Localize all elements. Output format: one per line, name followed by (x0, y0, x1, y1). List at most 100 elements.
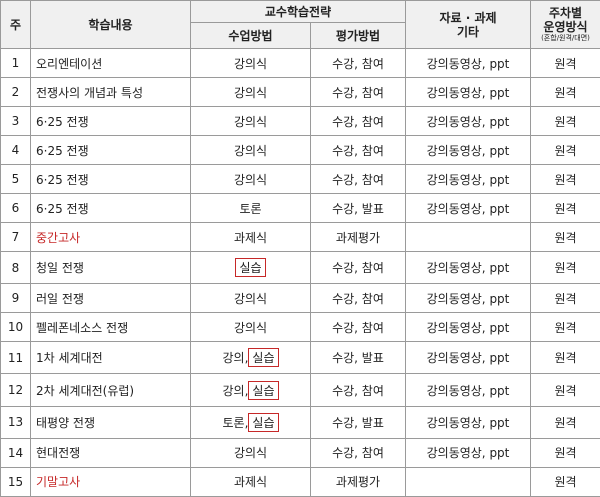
method-cell: 과제식 (190, 222, 311, 252)
materials-cell: 강의동영상, ppt (405, 250, 531, 285)
materials-text: 강의동영상, ppt (426, 383, 510, 398)
materials-cell: 강의동영상, ppt (405, 135, 531, 165)
evaluation-cell: 수강, 발표 (310, 193, 406, 223)
mode-cell: 원격 (530, 466, 600, 497)
method-cell: 강의식 (190, 77, 311, 107)
materials-text: 강의동영상, ppt (426, 143, 510, 158)
table-row: 12 2차 세계대전(유럽) 강의, 실습 수강, 참여 강의동영상, ppt 원격 (0, 373, 600, 407)
evaluation-cell: 수강, 참여 (310, 77, 406, 107)
header-row: 주 학습내용 교수학습전략 자료 · 과제 기타 주차별 운영방식 (혼합/원격/대면… (0, 0, 600, 49)
method-cell: 토론, 실습 (190, 405, 311, 439)
evaluation-cell: 수강, 참여 (310, 250, 406, 285)
materials-text: 강의동영상, ppt (426, 320, 510, 335)
materials-text: 강의동영상, ppt (426, 56, 510, 71)
evaluation-cell: 수강, 참여 (310, 164, 406, 194)
header-cell: 주 (0, 0, 31, 49)
week-cell: 8 (0, 250, 31, 285)
materials-cell: 강의동영상, ppt (405, 106, 531, 136)
materials-text: 강의동영상, ppt (426, 415, 510, 430)
week-cell: 3 (0, 106, 31, 136)
header-text: 자료 · 과제 (439, 10, 497, 25)
header-cell: 학습내용 (30, 0, 191, 49)
mode-cell: 원격 (530, 48, 600, 78)
week-cell: 7 (0, 222, 31, 252)
evaluation-cell: 과제평가 (310, 466, 406, 497)
content-cell: 중간고사 (30, 222, 191, 252)
evaluation-cell: 수강, 참여 (310, 48, 406, 78)
method-text: 토론 (239, 201, 262, 216)
content-cell: 6·25 전쟁 (30, 135, 191, 165)
mode-cell: 원격 (530, 164, 600, 194)
method-text: 강의, (222, 351, 249, 366)
materials-cell: 강의동영상, ppt (405, 341, 531, 375)
method-cell: 강의식 (190, 164, 311, 194)
materials-cell: 강의동영상, ppt (405, 437, 531, 468)
mode-cell: 원격 (530, 373, 600, 407)
table-row: 5 6·25 전쟁 강의식 수강, 참여 강의동영상, ppt 원격 (0, 164, 600, 194)
content-cell: 6·25 전쟁 (30, 193, 191, 223)
header-cell: 수업방법 (190, 22, 311, 49)
week-cell: 6 (0, 193, 31, 223)
method-cell: 강의식 (190, 312, 311, 343)
boxed-method: 실습 (248, 348, 279, 368)
table-row: 13 태평양 전쟁 토론, 실습 수강, 발표 강의동영상, ppt 원격 (0, 405, 600, 439)
method-text: 과제식 (233, 475, 268, 490)
mode-cell: 원격 (530, 222, 600, 252)
materials-cell (405, 466, 531, 497)
table-row: 8 청일 전쟁 실습 수강, 참여 강의동영상, ppt 원격 (0, 250, 600, 285)
materials-text: 강의동영상, ppt (426, 291, 510, 306)
table-row: 3 6·25 전쟁 강의식 수강, 참여 강의동영상, ppt 원격 (0, 106, 600, 136)
header-cell: 주차별 운영방식 (혼합/원격/대면) (530, 0, 600, 49)
week-cell: 1 (0, 48, 31, 78)
header-text: 주차별 (548, 6, 583, 20)
method-cell: 실습 (190, 250, 311, 285)
content-cell: 러일 전쟁 (30, 283, 191, 314)
materials-text: 강의동영상, ppt (426, 172, 510, 187)
materials-cell: 강의동영상, ppt (405, 48, 531, 78)
materials-text: 강의동영상, ppt (426, 351, 510, 366)
materials-text: 강의동영상, ppt (426, 261, 510, 276)
evaluation-cell: 수강, 발표 (310, 405, 406, 439)
materials-cell (405, 222, 531, 252)
week-cell: 12 (0, 373, 31, 407)
content-cell: 펠레폰네소스 전쟁 (30, 312, 191, 343)
boxed-method: 실습 (248, 412, 279, 432)
materials-cell: 강의동영상, ppt (405, 312, 531, 343)
method-text: 강의식 (233, 56, 268, 71)
week-cell: 15 (0, 466, 31, 497)
evaluation-cell: 수강, 참여 (310, 312, 406, 343)
evaluation-cell: 수강, 참여 (310, 373, 406, 407)
content-cell: 6·25 전쟁 (30, 164, 191, 194)
method-text: 강의식 (233, 172, 268, 187)
content-cell: 전쟁사의 개념과 특성 (30, 77, 191, 107)
header-text: 운영방식 (543, 20, 588, 34)
week-cell: 5 (0, 164, 31, 194)
table-body: 1 오리엔테이션 강의식 수강, 참여 강의동영상, ppt 원격 2 전쟁사의 개념과 특성… (0, 48, 600, 497)
materials-cell: 강의동영상, ppt (405, 405, 531, 439)
mode-cell: 원격 (530, 250, 600, 285)
evaluation-cell: 수강, 참여 (310, 106, 406, 136)
materials-text: 강의동영상, ppt (426, 446, 510, 461)
method-text: 강의식 (233, 85, 268, 100)
mode-cell: 원격 (530, 341, 600, 375)
content-cell: 현대전쟁 (30, 437, 191, 468)
evaluation-cell: 과제평가 (310, 222, 406, 252)
method-cell: 강의식 (190, 437, 311, 468)
method-text: 강의, (222, 383, 249, 398)
evaluation-cell: 수강, 발표 (310, 341, 406, 375)
method-cell: 강의식 (190, 283, 311, 314)
content-cell: 6·25 전쟁 (30, 106, 191, 136)
method-cell: 강의, 실습 (190, 373, 311, 407)
boxed-method: 실습 (235, 258, 266, 278)
mode-cell: 원격 (530, 437, 600, 468)
table-row: 10 펠레폰네소스 전쟁 강의식 수강, 참여 강의동영상, ppt 원격 (0, 312, 600, 343)
table-row: 4 6·25 전쟁 강의식 수강, 참여 강의동영상, ppt 원격 (0, 135, 600, 165)
mode-cell: 원격 (530, 77, 600, 107)
content-cell: 태평양 전쟁 (30, 405, 191, 439)
method-cell: 강의식 (190, 106, 311, 136)
mode-cell: 원격 (530, 106, 600, 136)
materials-cell: 강의동영상, ppt (405, 283, 531, 314)
evaluation-cell: 수강, 참여 (310, 437, 406, 468)
week-cell: 14 (0, 437, 31, 468)
